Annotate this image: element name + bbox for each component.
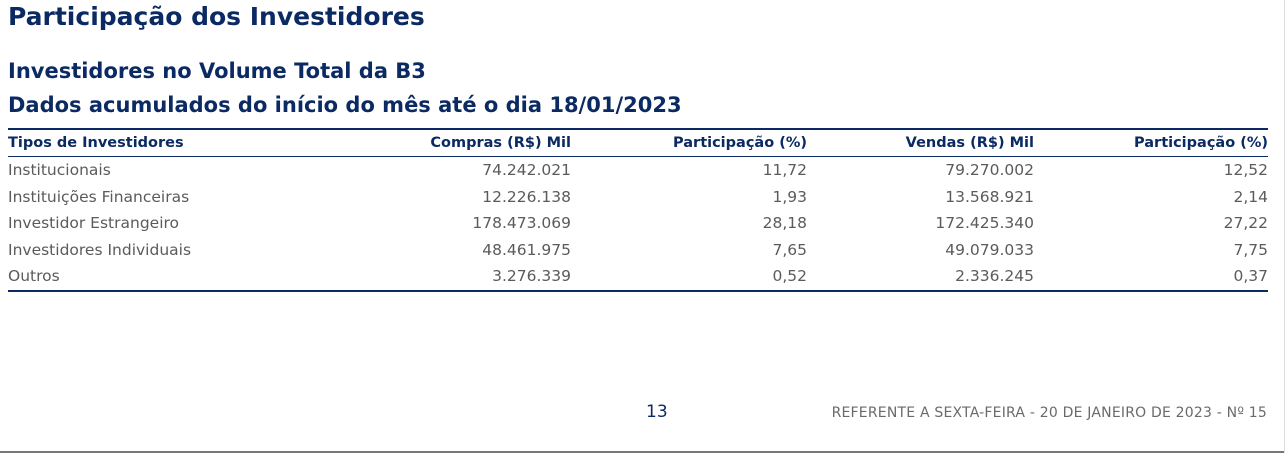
table-row: Institucionais 74.242.021 11,72 79.270.0… <box>8 157 1268 184</box>
purchases-share-cell: 11,72 <box>762 161 807 180</box>
table-row: Instituições Financeiras 12.226.138 1,93… <box>8 184 1268 211</box>
header-sales-share: Participação (%) <box>1034 129 1268 157</box>
sales-cell: 2.336.245 <box>955 267 1034 286</box>
date-range-subtitle: Dados acumulados do início do mês até o … <box>8 93 682 117</box>
purchases-cell: 178.473.069 <box>472 214 571 233</box>
page-title: Participação dos Investidores <box>8 2 425 31</box>
table-row: Investidores Individuais 48.461.975 7,65… <box>8 237 1268 264</box>
investor-type-cell: Institucionais <box>8 161 111 180</box>
sales-share-cell: 2,14 <box>1233 187 1268 206</box>
purchases-share-cell: 7,65 <box>772 240 807 259</box>
purchases-cell: 12.226.138 <box>482 187 571 206</box>
header-purchases: Compras (R$) Mil <box>308 129 571 157</box>
purchases-cell: 3.276.339 <box>492 267 571 286</box>
header-purchases-share: Participação (%) <box>571 129 807 157</box>
section-subtitle: Investidores no Volume Total da B3 <box>8 59 426 83</box>
purchases-share-cell: 0,52 <box>772 267 807 286</box>
page-number: 13 <box>646 402 668 422</box>
footer-reference: REFERENTE A SEXTA-FEIRA - 20 DE JANEIRO … <box>831 405 1267 421</box>
sales-cell: 172.425.340 <box>935 214 1034 233</box>
investor-type-cell: Investidores Individuais <box>8 240 192 259</box>
page-bottom-edge <box>0 451 1285 453</box>
purchases-share-cell: 1,93 <box>772 187 807 206</box>
investor-type-cell: Instituições Financeiras <box>8 187 190 206</box>
sales-share-cell: 12,52 <box>1223 161 1268 180</box>
purchases-share-cell: 28,18 <box>762 214 807 233</box>
sales-share-cell: 27,22 <box>1223 214 1268 233</box>
purchases-cell: 48.461.975 <box>482 240 571 259</box>
investor-type-cell: Outros <box>8 267 60 286</box>
sales-cell: 79.270.002 <box>945 161 1034 180</box>
header-sales: Vendas (R$) Mil <box>807 129 1034 157</box>
table-row: Outros 3.276.339 0,52 2.336.245 0,37 <box>8 263 1268 291</box>
sales-share-cell: 7,75 <box>1233 240 1268 259</box>
sales-share-cell: 0,37 <box>1233 267 1268 286</box>
header-investor-type: Tipos de Investidores <box>8 129 308 157</box>
investors-table: Tipos de Investidores Compras (R$) Mil P… <box>8 128 1268 292</box>
sales-cell: 13.568.921 <box>945 187 1034 206</box>
sales-cell: 49.079.033 <box>945 240 1034 259</box>
table-header-row: Tipos de Investidores Compras (R$) Mil P… <box>8 129 1268 157</box>
table-row: Investidor Estrangeiro 178.473.069 28,18… <box>8 210 1268 237</box>
purchases-cell: 74.242.021 <box>482 161 571 180</box>
investor-type-cell: Investidor Estrangeiro <box>8 214 180 233</box>
